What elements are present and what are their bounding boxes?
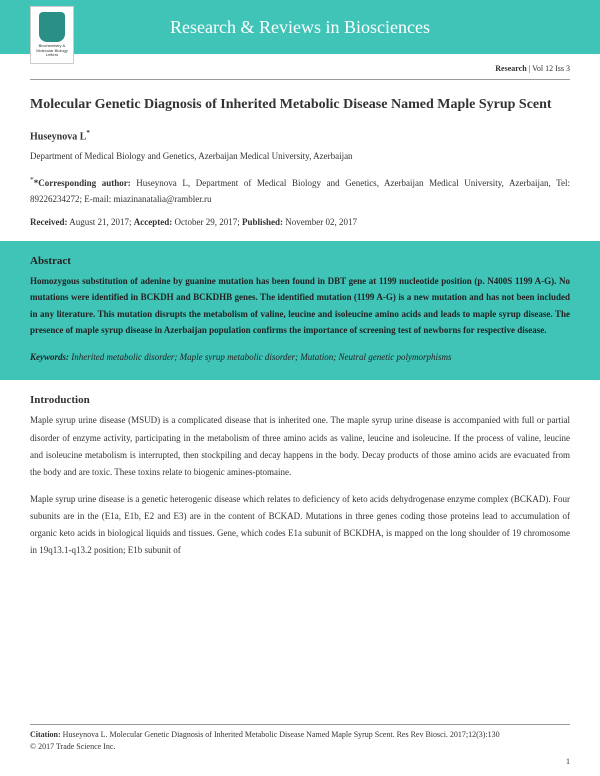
keywords-label: Keywords: (30, 352, 69, 362)
issue-meta: Research | Vol 12 Iss 3 (0, 54, 600, 77)
logo-text: Biochemistry & Molecular Biology Letters (33, 44, 71, 57)
page-number: 1 (30, 757, 570, 766)
author-marker: * (86, 129, 90, 137)
intro-paragraph-2: Maple syrup urine disease is a genetic h… (30, 491, 570, 559)
abstract-box: Abstract Homozygous substitution of aden… (0, 241, 600, 380)
journal-header: Biochemistry & Molecular Biology Letters… (0, 0, 600, 54)
published-label: Published: (242, 217, 283, 227)
page-footer: Citation: Huseynova L. Molecular Genetic… (0, 724, 600, 776)
corresponding-author: **Corresponding author: Huseynova L, Dep… (30, 173, 570, 207)
article-dates: Received: August 21, 2017; Accepted: Oct… (30, 217, 570, 227)
intro-paragraph-1: Maple syrup urine disease (MSUD) is a co… (30, 412, 570, 480)
journal-name: Research & Reviews in Biosciences (170, 17, 430, 38)
keywords-text: Inherited metabolic disorder; Maple syru… (69, 352, 452, 362)
abstract-heading: Abstract (30, 255, 570, 267)
citation-label: Citation: (30, 730, 61, 739)
journal-logo: Biochemistry & Molecular Biology Letters (30, 6, 74, 64)
header-divider (30, 79, 570, 80)
copyright: © 2017 Trade Science Inc. (30, 742, 570, 751)
author-name: Huseynova L (30, 132, 86, 143)
citation: Citation: Huseynova L. Molecular Genetic… (30, 729, 570, 741)
affiliation: Department of Medical Biology and Geneti… (30, 149, 570, 163)
accepted-label: Accepted: (134, 217, 172, 227)
received-date: August 21, 2017; (67, 217, 133, 227)
keywords-line: Keywords: Inherited metabolic disorder; … (30, 350, 570, 364)
article-content: Molecular Genetic Diagnosis of Inherited… (0, 82, 600, 559)
accepted-date: October 29, 2017; (172, 217, 242, 227)
published-date: November 02, 2017 (283, 217, 357, 227)
logo-icon (39, 12, 65, 42)
section-label: Research (495, 64, 526, 73)
article-title: Molecular Genetic Diagnosis of Inherited… (30, 92, 570, 117)
received-label: Received: (30, 217, 67, 227)
citation-text: Huseynova L. Molecular Genetic Diagnosis… (61, 730, 500, 739)
corresponding-label: *Corresponding author: (34, 178, 131, 188)
introduction-heading: Introduction (30, 394, 570, 406)
author-line: Huseynova L* (30, 129, 570, 142)
footer-divider (30, 724, 570, 725)
abstract-text: Homozygous substitution of adenine by gu… (30, 273, 570, 338)
issue-label: | Vol 12 Iss 3 (527, 64, 570, 73)
